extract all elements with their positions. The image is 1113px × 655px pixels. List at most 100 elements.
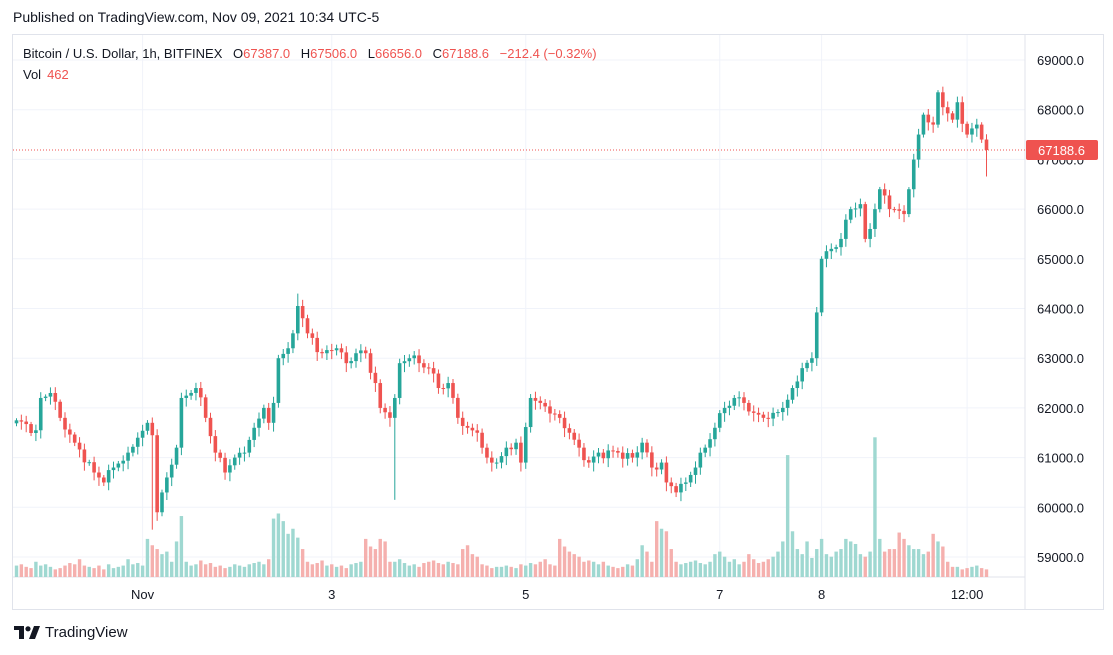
candle-body <box>669 482 674 487</box>
candle-body <box>509 447 513 450</box>
candle-body <box>199 388 203 398</box>
volume-bar <box>887 549 892 577</box>
volume-bar <box>208 563 213 577</box>
candle-body <box>907 189 911 215</box>
volume-bar <box>732 559 736 577</box>
candle-body <box>553 413 557 415</box>
candle-body <box>43 396 48 398</box>
volume-bar <box>189 565 193 577</box>
volume-bar <box>14 565 19 577</box>
volume-bar <box>785 455 790 577</box>
volume-bar <box>111 568 116 577</box>
volume-bar <box>286 533 290 577</box>
volume-bar <box>102 569 106 577</box>
volume-bar <box>795 549 800 577</box>
volume-bar <box>451 563 455 577</box>
volume-bar <box>640 545 644 577</box>
volume-bar <box>533 564 538 577</box>
volume-bar <box>92 568 96 577</box>
candle-body <box>955 102 960 120</box>
volume-bar <box>320 560 324 577</box>
volume-bar <box>771 556 775 577</box>
volume-bar <box>742 561 746 577</box>
tradingview-logo-icon <box>14 626 40 639</box>
volume-bar <box>300 549 305 577</box>
volume-bar <box>868 551 872 577</box>
volume-bar <box>960 569 964 577</box>
volume-bar <box>878 538 882 577</box>
candle-body <box>48 392 53 397</box>
tradingview-footer[interactable]: TradingView <box>14 624 128 641</box>
candle-body <box>941 92 945 108</box>
candle-body <box>329 350 334 352</box>
candle-body <box>262 407 266 419</box>
x-tick-label: 5 <box>522 587 529 602</box>
candle-body <box>373 372 378 384</box>
candle-body <box>814 312 819 359</box>
candle-body <box>422 363 426 368</box>
volume-bar <box>688 561 693 577</box>
ohlc-legend: Bitcoin / U.S. Dollar, 1h, BITFINEX O673… <box>23 46 597 61</box>
volume-bar <box>558 538 562 577</box>
candle-body <box>320 352 324 354</box>
candle-body <box>514 442 518 450</box>
candle-body <box>834 247 838 249</box>
y-tick-label: 64000.0 <box>1037 302 1084 317</box>
candle-body <box>38 397 43 431</box>
volume-bar <box>955 566 960 577</box>
candle-body <box>921 114 926 135</box>
volume-bar <box>461 549 465 577</box>
volume-bar <box>703 564 707 577</box>
candle-body <box>305 318 310 334</box>
volume-bar <box>257 561 261 577</box>
candle-body <box>717 413 722 428</box>
volume-bar <box>213 566 218 577</box>
candle-body <box>407 358 412 362</box>
volume-bar <box>538 561 542 577</box>
candle-body <box>126 452 130 461</box>
volume-bar <box>150 545 154 577</box>
candle-body <box>688 474 693 483</box>
volume-bar <box>136 563 140 577</box>
volume-bar <box>528 563 533 577</box>
x-tick-label: 7 <box>716 587 723 602</box>
candle-body <box>77 442 82 450</box>
volume-bar <box>194 564 198 577</box>
volume-bar <box>946 561 950 577</box>
candle-body <box>572 432 577 440</box>
candle-body <box>708 439 712 448</box>
volume-bar <box>34 561 38 577</box>
candle-body <box>402 361 407 364</box>
candle-body <box>169 464 174 478</box>
candle-body <box>92 462 96 473</box>
candle-body <box>242 452 247 454</box>
candle-body <box>659 462 664 470</box>
candle-body <box>960 102 965 124</box>
candle-body <box>713 427 717 440</box>
volume-bar <box>63 565 67 577</box>
close-value: 67188.6 <box>442 46 490 61</box>
candle-body <box>82 449 87 463</box>
candle-body <box>756 412 761 415</box>
volume-bar <box>834 551 838 577</box>
y-tick-label: 62000.0 <box>1037 401 1084 416</box>
candle-body <box>737 397 741 399</box>
candle-body <box>844 219 848 239</box>
volume-bar <box>233 564 237 577</box>
candle-body <box>354 353 358 362</box>
candle-body <box>300 306 305 319</box>
volume-bar <box>24 566 28 577</box>
open-label: O <box>233 46 244 61</box>
candle-body <box>276 358 281 403</box>
volume-bar <box>611 566 615 577</box>
volume-bar <box>330 564 334 577</box>
candle-body <box>451 383 455 398</box>
candle-body <box>131 446 135 453</box>
volume-bar <box>965 568 969 577</box>
candle-body <box>271 402 276 423</box>
volume-bar <box>921 554 926 577</box>
candle-body <box>557 414 562 418</box>
volume-bar <box>155 549 159 577</box>
volume-bar <box>276 513 281 577</box>
